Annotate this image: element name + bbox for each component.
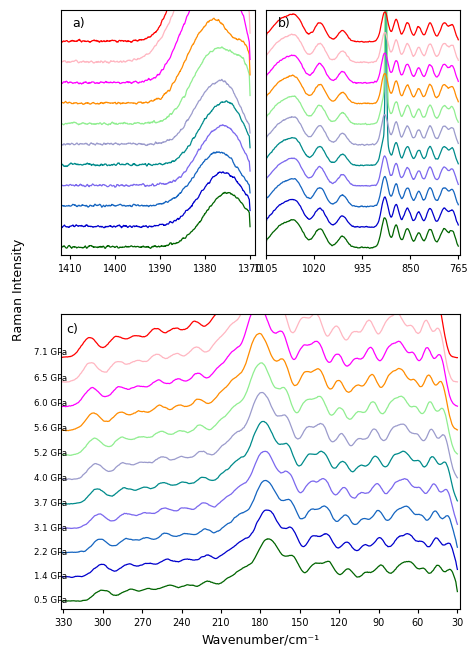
X-axis label: Wavenumber/cm⁻¹: Wavenumber/cm⁻¹ (201, 633, 319, 646)
Text: 5.2 GPa: 5.2 GPa (34, 449, 67, 459)
Text: a): a) (72, 17, 85, 30)
Text: Raman Intensity: Raman Intensity (12, 238, 25, 341)
Text: 3.7 GPa: 3.7 GPa (34, 499, 67, 507)
Text: 2.2 GPa: 2.2 GPa (34, 547, 67, 557)
Text: 6.5 GPa: 6.5 GPa (34, 374, 67, 383)
Text: 7.1 GPa: 7.1 GPa (34, 348, 67, 357)
Text: 3.1 GPa: 3.1 GPa (34, 524, 67, 533)
Text: 1.4 GPa: 1.4 GPa (34, 572, 67, 581)
Text: c): c) (67, 323, 78, 336)
Text: b): b) (278, 17, 290, 30)
Text: 4.0 GPa: 4.0 GPa (34, 474, 67, 484)
Text: 0.5 GPa: 0.5 GPa (34, 597, 67, 605)
Text: 6.0 GPa: 6.0 GPa (34, 399, 67, 408)
Text: 5.6 GPa: 5.6 GPa (34, 424, 67, 433)
